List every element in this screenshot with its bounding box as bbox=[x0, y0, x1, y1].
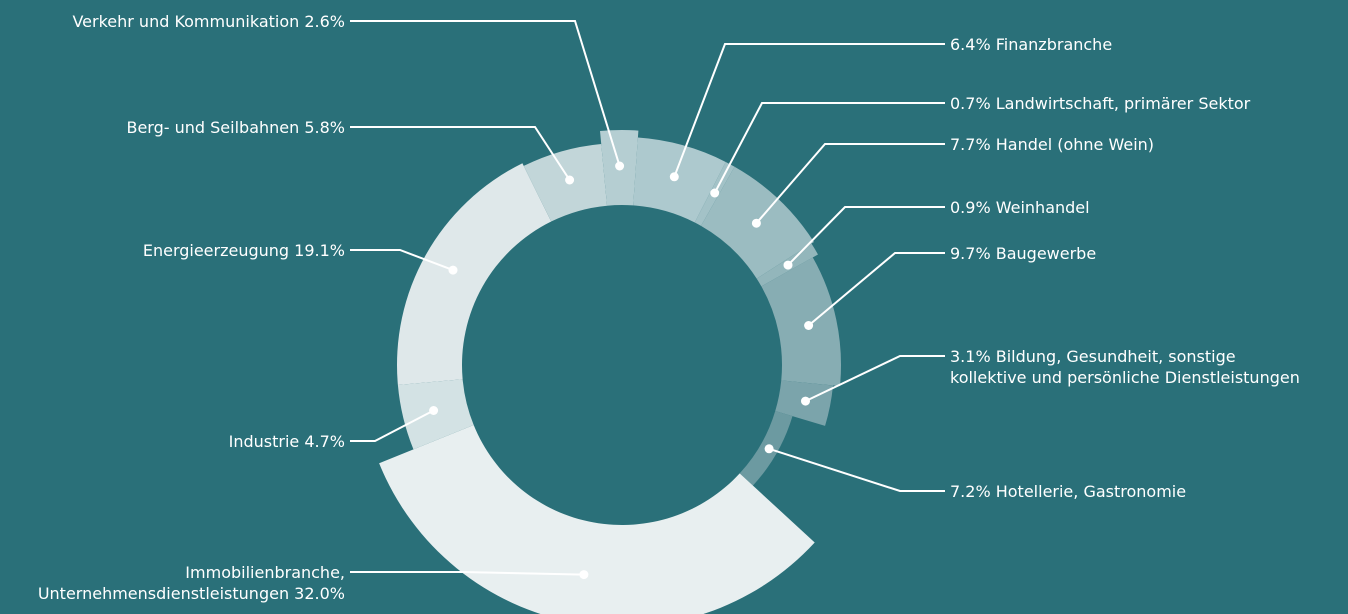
leader-line-bildung-gesundheit-sonstige-kollektive-und-persoenliche-dienstleistungen bbox=[805, 355, 945, 403]
slice-immobilienbranche-unternehmensdienstleistungen[interactable] bbox=[379, 425, 815, 614]
leader-line-industrie bbox=[350, 409, 435, 442]
label-bildung-gesundheit-sonstige-kollektive-und-persoenliche-dienstleistungen-line-2: kollektive und persönliche Dienstleistun… bbox=[950, 368, 1300, 387]
label-landwirtschaft-primaerer-sektor-line-1: 0.7% Landwirtschaft, primärer Sektor bbox=[950, 94, 1251, 113]
leader-line-berg-und-seilbahnen bbox=[350, 126, 571, 181]
leader-dot-baugewerbe bbox=[804, 321, 814, 330]
leader-line-baugewerbe bbox=[807, 252, 945, 327]
label-baugewerbe: 9.7% Baugewerbe bbox=[950, 244, 1096, 263]
leader-dot-landwirtschaft-primaerer-sektor bbox=[710, 188, 720, 198]
leader-line-energieerzeugung bbox=[350, 249, 454, 272]
label-industrie: Industrie 4.7% bbox=[229, 432, 345, 451]
leader-line-immobilienbranche-unternehmensdienstleistungen bbox=[350, 571, 584, 576]
label-immobilienbranche-unternehmensdienstleistungen-line-2: Unternehmensdienstleistungen 32.0% bbox=[38, 584, 345, 603]
label-hotellerie-gastronomie-line-1: 7.2% Hotellerie, Gastronomie bbox=[950, 482, 1186, 501]
leader-line-verkehr-und-kommunikation bbox=[350, 20, 621, 167]
label-finanzbranche: 6.4% Finanzbranche bbox=[950, 35, 1112, 54]
label-verkehr-und-kommunikation-line-1: Verkehr und Kommunikation 2.6% bbox=[72, 12, 345, 31]
leader-dot-handel-ohne-wein bbox=[751, 218, 761, 228]
label-baugewerbe-line-1: 9.7% Baugewerbe bbox=[950, 244, 1096, 263]
slice-energieerzeugung[interactable] bbox=[396, 163, 552, 385]
label-hotellerie-gastronomie: 7.2% Hotellerie, Gastronomie bbox=[950, 482, 1186, 501]
label-immobilienbranche-unternehmensdienstleistungen-line-1: Immobilienbranche, bbox=[185, 563, 345, 582]
leader-dot-berg-und-seilbahnen bbox=[565, 175, 575, 185]
leader-dot-hotellerie-gastronomie bbox=[764, 444, 774, 454]
leader-dot-finanzbranche bbox=[669, 172, 679, 182]
label-handel-ohne-wein-line-1: 7.7% Handel (ohne Wein) bbox=[950, 135, 1154, 154]
slice-baugewerbe[interactable] bbox=[761, 257, 841, 387]
label-bildung-gesundheit-sonstige-kollektive-und-persoenliche-dienstleistungen-line-1: 3.1% Bildung, Gesundheit, sonstige bbox=[950, 347, 1236, 366]
leader-line-handel-ohne-wein bbox=[755, 143, 945, 224]
leader-line-landwirtschaft-primaerer-sektor bbox=[713, 102, 945, 194]
leader-dot-immobilienbranche-unternehmensdienstleistungen bbox=[579, 570, 589, 580]
leader-dot-energieerzeugung bbox=[448, 265, 458, 275]
label-weinhandel-line-1: 0.9% Weinhandel bbox=[950, 198, 1090, 217]
slice-berg-und-seilbahnen[interactable] bbox=[523, 143, 608, 222]
label-finanzbranche-line-1: 6.4% Finanzbranche bbox=[950, 35, 1112, 54]
label-verkehr-und-kommunikation: Verkehr und Kommunikation 2.6% bbox=[72, 12, 345, 31]
label-landwirtschaft-primaerer-sektor: 0.7% Landwirtschaft, primärer Sektor bbox=[950, 94, 1251, 113]
label-bildung-gesundheit-sonstige-kollektive-und-persoenliche-dienstleistungen: 3.1% Bildung, Gesundheit, sonstige kollek… bbox=[950, 347, 1300, 387]
slice-finanzbranche[interactable] bbox=[633, 137, 726, 223]
label-immobilienbranche-unternehmensdienstleistungen: Immobilienbranche, Unternehmensdienstleis… bbox=[38, 563, 345, 603]
leader-dot-verkehr-und-kommunikation bbox=[615, 161, 625, 171]
leader-line-weinhandel bbox=[787, 206, 945, 266]
label-berg-und-seilbahnen: Berg- und Seilbahnen 5.8% bbox=[126, 118, 345, 137]
leader-dot-bildung-gesundheit-sonstige-kollektive-und-persoenliche-dienstleistungen bbox=[801, 396, 810, 406]
label-energieerzeugung: Energieerzeugung 19.1% bbox=[143, 241, 345, 260]
leader-dot-industrie bbox=[429, 406, 439, 415]
leader-line-finanzbranche bbox=[673, 43, 945, 178]
label-energieerzeugung-line-1: Energieerzeugung 19.1% bbox=[143, 241, 345, 260]
label-industrie-line-1: Industrie 4.7% bbox=[229, 432, 345, 451]
leader-dot-weinhandel bbox=[783, 260, 793, 270]
label-handel-ohne-wein: 7.7% Handel (ohne Wein) bbox=[950, 135, 1154, 154]
label-weinhandel: 0.9% Weinhandel bbox=[950, 198, 1090, 217]
label-berg-und-seilbahnen-line-1: Berg- und Seilbahnen 5.8% bbox=[126, 118, 345, 137]
leader-line-hotellerie-gastronomie bbox=[768, 447, 945, 492]
